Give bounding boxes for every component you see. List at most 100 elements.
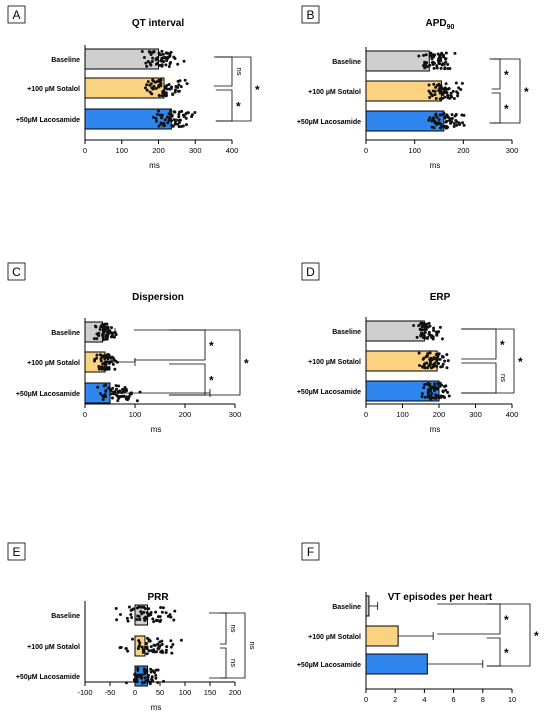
data-point	[143, 607, 147, 611]
data-point	[444, 124, 448, 128]
data-point	[126, 649, 130, 653]
x-tick-label: 0	[364, 146, 368, 155]
significance-bracket	[215, 89, 233, 122]
data-point	[167, 118, 171, 122]
data-point	[173, 88, 177, 92]
data-point	[172, 55, 176, 59]
data-point	[98, 328, 102, 332]
data-point	[135, 399, 139, 403]
data-point	[442, 112, 446, 116]
significance-bracket	[489, 58, 521, 124]
data-point	[453, 51, 457, 55]
data-point	[146, 80, 150, 84]
data-point	[154, 86, 158, 90]
data-point	[169, 109, 173, 113]
data-point	[179, 85, 183, 89]
data-point	[444, 82, 448, 86]
data-point	[425, 382, 429, 386]
data-point	[423, 331, 427, 335]
data-point	[160, 116, 164, 120]
data-point	[444, 120, 448, 124]
data-point	[429, 92, 433, 96]
data-point	[160, 639, 164, 643]
data-point	[156, 637, 160, 641]
data-point	[429, 54, 433, 58]
data-point	[418, 327, 422, 331]
data-point	[428, 384, 432, 388]
data-point	[433, 382, 437, 386]
data-point	[169, 615, 173, 619]
category-label: +100 µM Sotalol	[27, 644, 80, 651]
significance-label: *	[500, 338, 505, 352]
data-point	[460, 81, 464, 85]
data-point	[129, 612, 133, 616]
data-point	[177, 115, 181, 119]
data-point	[115, 618, 119, 622]
data-point	[99, 359, 103, 363]
data-point	[429, 366, 433, 370]
data-point	[161, 91, 165, 95]
data-point	[168, 62, 172, 66]
data-point	[121, 388, 125, 392]
data-point	[135, 617, 139, 621]
x-tick-label: 10	[508, 695, 516, 704]
data-point	[437, 118, 441, 122]
data-point	[438, 325, 442, 329]
data-point	[167, 64, 171, 68]
data-point	[428, 333, 432, 337]
x-tick-label: 0	[133, 688, 137, 697]
data-point	[426, 390, 430, 394]
significance-bracket	[215, 56, 252, 122]
data-point	[156, 647, 160, 651]
data-point	[149, 645, 153, 649]
data-point	[444, 91, 448, 95]
data-point	[430, 125, 434, 129]
data-point	[172, 118, 176, 122]
data-point	[179, 638, 183, 642]
data-point	[138, 641, 142, 645]
data-point	[438, 91, 442, 95]
data-point	[92, 337, 96, 341]
category-label: Baseline	[51, 57, 80, 64]
data-point	[432, 66, 436, 70]
data-point	[441, 92, 445, 96]
data-point	[420, 331, 424, 335]
data-point	[115, 393, 119, 397]
data-point	[164, 611, 168, 615]
category-label: Baseline	[51, 613, 80, 620]
data-point	[444, 57, 448, 61]
significance-label: *	[534, 629, 539, 643]
data-point	[167, 82, 171, 86]
data-point	[439, 365, 443, 369]
data-point	[434, 393, 438, 397]
data-point	[154, 117, 158, 121]
data-point	[133, 679, 137, 683]
data-point	[160, 610, 164, 614]
x-tick-label: 200	[457, 146, 470, 155]
x-tick-label: 100	[408, 146, 421, 155]
data-point	[108, 360, 112, 364]
data-point	[176, 89, 180, 93]
data-point	[95, 337, 99, 341]
data-point	[135, 678, 139, 682]
data-point	[104, 337, 108, 341]
data-point	[181, 124, 185, 128]
data-point	[155, 79, 159, 83]
data-point	[145, 611, 149, 615]
data-point	[432, 328, 436, 332]
data-point	[111, 386, 115, 390]
x-axis-label: ms	[149, 161, 160, 170]
data-point	[104, 395, 108, 399]
data-point	[177, 83, 181, 87]
x-tick-label: 300	[189, 146, 202, 155]
data-point	[105, 322, 109, 326]
data-point	[436, 382, 440, 386]
data-point	[438, 113, 442, 117]
significance-label: *	[209, 339, 214, 353]
data-point	[177, 118, 181, 122]
data-point	[146, 636, 150, 640]
data-point	[440, 337, 444, 341]
data-point	[437, 330, 441, 334]
data-point	[444, 388, 448, 392]
